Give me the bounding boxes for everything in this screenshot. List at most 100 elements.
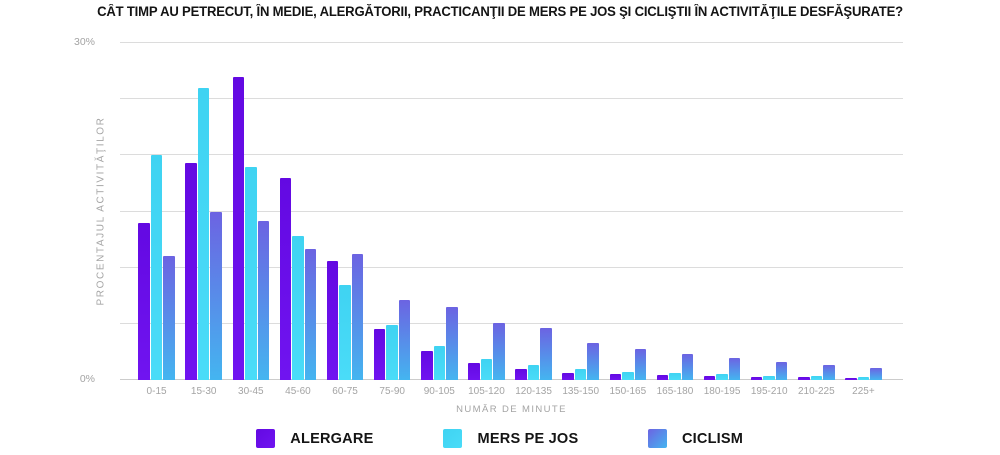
bar-ciclism-15-30: [210, 211, 222, 380]
bar-alergare-165-180: [656, 374, 669, 380]
bar-mers-pe-jos-225+: [857, 376, 870, 380]
gridline-0pct: [120, 379, 903, 380]
bar-mers-pe-jos-135-150: [574, 368, 587, 380]
bar-alergare-120-135: [515, 368, 527, 380]
bar-ciclism-90-105: [446, 306, 458, 380]
bar-ciclism-105-120: [493, 322, 505, 380]
bar-ciclism-225+: [870, 368, 882, 380]
bar-group-225+: 225+: [840, 43, 887, 397]
bar-group-150-165: 150-165: [604, 43, 651, 397]
legend-swatch-icon: [256, 429, 276, 448]
bar-alergare-90-105: [421, 350, 433, 380]
legend-label: MERS PE JOS: [477, 430, 579, 447]
bar-alergare-60-75: [326, 260, 339, 380]
x-axis-tick-90-105: 90-105: [423, 386, 455, 397]
legend-label: ALERGARE: [290, 430, 374, 447]
bar-group-120-135: 120-135: [510, 43, 557, 397]
x-axis-tick-30-45: 30-45: [238, 386, 264, 397]
bar-ciclism-30-45: [257, 220, 270, 380]
x-axis-tick-120-135: 120-135: [515, 386, 552, 397]
bar-groups: 0-15 15-30 30-45 45-60 60-75 75-90 90-105 105-1…: [120, 43, 903, 397]
bar-alergare-195-210: [750, 376, 763, 380]
x-axis-tick-165-180: 165-180: [656, 386, 694, 397]
legend-item-mers-pe-jos: MERS PE JOS: [442, 429, 580, 448]
legend-label: CICLISM: [681, 430, 743, 447]
gridline-5pct: [120, 322, 903, 324]
bar-group-195-210: 195-210: [746, 43, 793, 397]
bar-alergare-0-15: [138, 222, 150, 380]
bar-group-180-195: 180-195: [699, 43, 746, 397]
x-axis-tick-210-225: 210-225: [797, 386, 835, 397]
bar-mers-pe-jos-90-105: [433, 346, 446, 380]
bar-ciclism-120-135: [540, 328, 552, 380]
bar-mers-pe-jos-15-30: [197, 87, 210, 380]
chart-title: CÂT TIMP AU PETRECUT, ÎN MEDIE, ALERGĂTO…: [97, 4, 903, 19]
x-axis-tick-15-30: 15-30: [190, 386, 217, 397]
gridline-10pct: [120, 266, 903, 268]
legend-swatch-icon: [647, 429, 667, 448]
bar-group-90-105: 90-105: [416, 43, 463, 397]
y-axis-tick-zero: 0%: [79, 373, 95, 385]
x-axis-tick-0-15: 0-15: [146, 386, 167, 397]
legend-item-alergare: ALERGARE: [256, 429, 375, 448]
x-axis-tick-105-120: 105-120: [468, 386, 505, 397]
x-axis-tick-225+: 225+: [852, 386, 875, 397]
bar-alergare-180-195: [703, 376, 716, 380]
legend-swatch-icon: [442, 429, 462, 448]
x-axis-tick-45-60: 45-60: [285, 386, 311, 397]
legend-item-ciclism: CICLISM: [647, 429, 744, 448]
bar-group-135-150: 135-150: [557, 43, 604, 397]
bar-mers-pe-jos-180-195: [716, 374, 728, 380]
bar-ciclism-165-180: [681, 354, 694, 380]
bar-group-30-45: 30-45: [227, 43, 274, 397]
bar-mers-pe-jos-105-120: [480, 358, 493, 380]
bar-ciclism-180-195: [728, 357, 741, 380]
bar-ciclism-195-210: [775, 362, 788, 380]
bar-group-45-60: 45-60: [274, 43, 321, 397]
bar-mers-pe-jos-120-135: [527, 365, 540, 380]
bar-mers-pe-jos-75-90: [386, 324, 398, 380]
gridline-15pct: [120, 210, 903, 212]
bar-group-165-180: 165-180: [651, 43, 698, 397]
bar-mers-pe-jos-210-225: [810, 376, 823, 380]
bar-alergare-225+: [845, 377, 857, 380]
bar-mers-pe-jos-165-180: [669, 373, 681, 380]
legend: ALERGARE MERS PE JOS CICLISM: [0, 429, 1000, 448]
bar-group-75-90: 75-90: [369, 43, 416, 397]
x-axis-title: NUMĂR DE MINUTE: [456, 404, 567, 415]
bar-group-15-30: 15-30: [180, 43, 227, 397]
y-axis-title: PROCENTAJUL ACTIVITĂŢILOR: [95, 116, 107, 306]
bar-group-60-75: 60-75: [322, 43, 369, 397]
y-axis-tick-max: 30%: [73, 36, 95, 48]
bar-mers-pe-jos-150-165: [622, 372, 634, 380]
gridline-20pct: [120, 154, 903, 156]
x-axis-tick-180-195: 180-195: [703, 386, 741, 397]
bar-mers-pe-jos-195-210: [763, 375, 775, 380]
gridline-25pct: [120, 98, 903, 100]
bar-group-105-120: 105-120: [463, 43, 510, 397]
bar-alergare-210-225: [798, 377, 810, 380]
bar-alergare-105-120: [468, 363, 480, 380]
bar-alergare-45-60: [279, 177, 292, 380]
bar-ciclism-210-225: [823, 365, 835, 380]
x-axis-tick-75-90: 75-90: [379, 386, 405, 397]
bar-ciclism-75-90: [398, 300, 411, 380]
bar-ciclism-135-150: [587, 342, 599, 380]
x-axis-tick-135-150: 135-150: [562, 386, 600, 397]
bar-group-210-225: 210-225: [793, 43, 840, 397]
bar-alergare-15-30: [185, 163, 197, 380]
bar-ciclism-0-15: [163, 256, 175, 380]
bar-mers-pe-jos-45-60: [292, 236, 304, 380]
bar-mers-pe-jos-60-75: [339, 284, 351, 380]
bar-mers-pe-jos-0-15: [150, 155, 163, 380]
bar-ciclism-45-60: [304, 248, 317, 380]
plot-area: 0-15 15-30 30-45 45-60 60-75 75-90 90-105 105-1…: [120, 42, 903, 397]
bar-alergare-135-150: [562, 373, 574, 380]
x-axis-tick-195-210: 195-210: [750, 386, 788, 397]
x-axis-tick-150-165: 150-165: [609, 386, 647, 397]
bar-alergare-75-90: [373, 329, 386, 380]
bar-ciclism-150-165: [634, 348, 647, 380]
gridline-30pct: [120, 42, 903, 43]
bar-mers-pe-jos-30-45: [245, 166, 257, 380]
